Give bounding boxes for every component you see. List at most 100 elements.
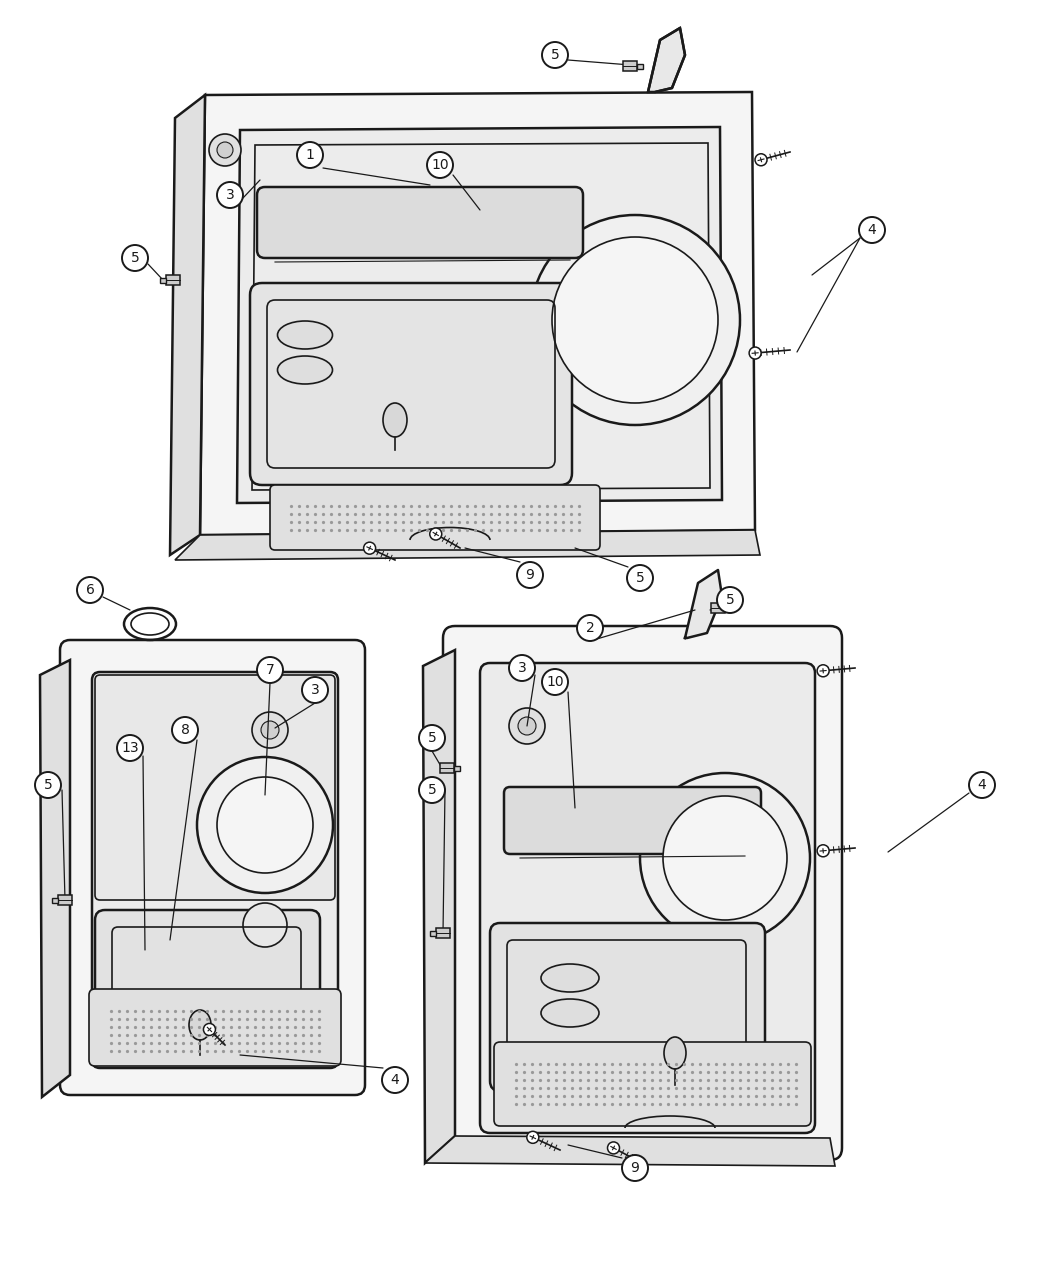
Polygon shape: [423, 650, 455, 1163]
Circle shape: [427, 152, 453, 179]
Bar: [711, 603, 724, 613]
Polygon shape: [425, 1136, 835, 1167]
FancyBboxPatch shape: [94, 674, 335, 900]
Text: 2: 2: [586, 621, 594, 635]
Circle shape: [663, 796, 788, 921]
Bar: [166, 275, 180, 286]
FancyBboxPatch shape: [490, 923, 765, 1091]
FancyBboxPatch shape: [480, 663, 815, 1133]
Text: 7: 7: [266, 663, 274, 677]
Circle shape: [517, 562, 543, 588]
Polygon shape: [685, 570, 722, 638]
Bar: [623, 61, 637, 71]
Circle shape: [509, 708, 545, 745]
FancyBboxPatch shape: [92, 672, 338, 1068]
Text: 5: 5: [130, 251, 140, 265]
Circle shape: [509, 655, 536, 681]
Circle shape: [530, 215, 740, 425]
FancyBboxPatch shape: [89, 989, 341, 1066]
Text: 9: 9: [631, 1162, 639, 1176]
Circle shape: [302, 677, 328, 703]
Circle shape: [261, 720, 279, 739]
FancyBboxPatch shape: [504, 787, 761, 854]
Polygon shape: [200, 92, 755, 536]
Bar: [440, 762, 454, 773]
Circle shape: [382, 1067, 408, 1093]
Circle shape: [217, 142, 233, 158]
FancyBboxPatch shape: [94, 910, 320, 1051]
Bar: [454, 765, 460, 770]
Bar: [637, 64, 643, 69]
Ellipse shape: [277, 321, 333, 349]
Text: 5: 5: [635, 571, 645, 585]
Ellipse shape: [664, 1037, 686, 1068]
Polygon shape: [175, 530, 760, 560]
Circle shape: [243, 903, 287, 947]
Circle shape: [817, 664, 830, 677]
Circle shape: [204, 1024, 215, 1035]
Circle shape: [252, 711, 288, 748]
Polygon shape: [40, 660, 70, 1096]
Bar: [436, 928, 450, 938]
Circle shape: [527, 1131, 539, 1144]
Bar: [160, 278, 166, 283]
Circle shape: [429, 528, 442, 541]
Text: 3: 3: [311, 683, 319, 697]
Text: 6: 6: [85, 583, 94, 597]
Circle shape: [859, 217, 885, 244]
Text: 10: 10: [432, 158, 448, 172]
Circle shape: [627, 565, 653, 592]
Text: 4: 4: [978, 778, 986, 792]
Circle shape: [419, 725, 445, 751]
FancyBboxPatch shape: [270, 484, 600, 550]
FancyBboxPatch shape: [443, 626, 842, 1160]
Circle shape: [197, 757, 333, 892]
Text: 5: 5: [427, 783, 437, 797]
Circle shape: [640, 773, 810, 944]
Text: 5: 5: [550, 48, 560, 62]
Text: 13: 13: [121, 741, 139, 755]
Circle shape: [117, 734, 143, 761]
Text: 8: 8: [181, 723, 189, 737]
Text: 4: 4: [867, 223, 877, 237]
Circle shape: [717, 586, 743, 613]
Text: 3: 3: [518, 660, 526, 674]
Text: 9: 9: [526, 567, 534, 581]
Circle shape: [749, 347, 761, 360]
Circle shape: [217, 182, 243, 208]
Circle shape: [35, 771, 61, 798]
Text: 5: 5: [726, 593, 734, 607]
Circle shape: [518, 717, 536, 734]
Circle shape: [552, 237, 718, 403]
FancyBboxPatch shape: [250, 283, 572, 484]
Circle shape: [257, 657, 284, 683]
Text: 3: 3: [226, 187, 234, 201]
Polygon shape: [648, 28, 685, 92]
Circle shape: [363, 542, 376, 555]
Ellipse shape: [541, 1000, 598, 1026]
Text: 5: 5: [427, 731, 437, 745]
Bar: [52, 898, 58, 903]
Circle shape: [297, 142, 323, 168]
Polygon shape: [237, 128, 722, 504]
Bar: [430, 931, 436, 936]
FancyBboxPatch shape: [60, 640, 365, 1095]
FancyBboxPatch shape: [494, 1042, 811, 1126]
Circle shape: [419, 776, 445, 803]
Ellipse shape: [277, 356, 333, 384]
Text: 10: 10: [546, 674, 564, 688]
Circle shape: [542, 669, 568, 695]
Circle shape: [622, 1155, 648, 1181]
Ellipse shape: [541, 964, 598, 992]
Circle shape: [122, 245, 148, 272]
Circle shape: [77, 578, 103, 603]
Polygon shape: [170, 96, 205, 555]
Ellipse shape: [189, 1010, 211, 1040]
Circle shape: [542, 42, 568, 68]
Circle shape: [817, 845, 830, 857]
Circle shape: [578, 615, 603, 641]
Bar: [58, 895, 72, 905]
Text: 4: 4: [391, 1074, 399, 1088]
Circle shape: [755, 154, 766, 166]
Circle shape: [172, 717, 198, 743]
